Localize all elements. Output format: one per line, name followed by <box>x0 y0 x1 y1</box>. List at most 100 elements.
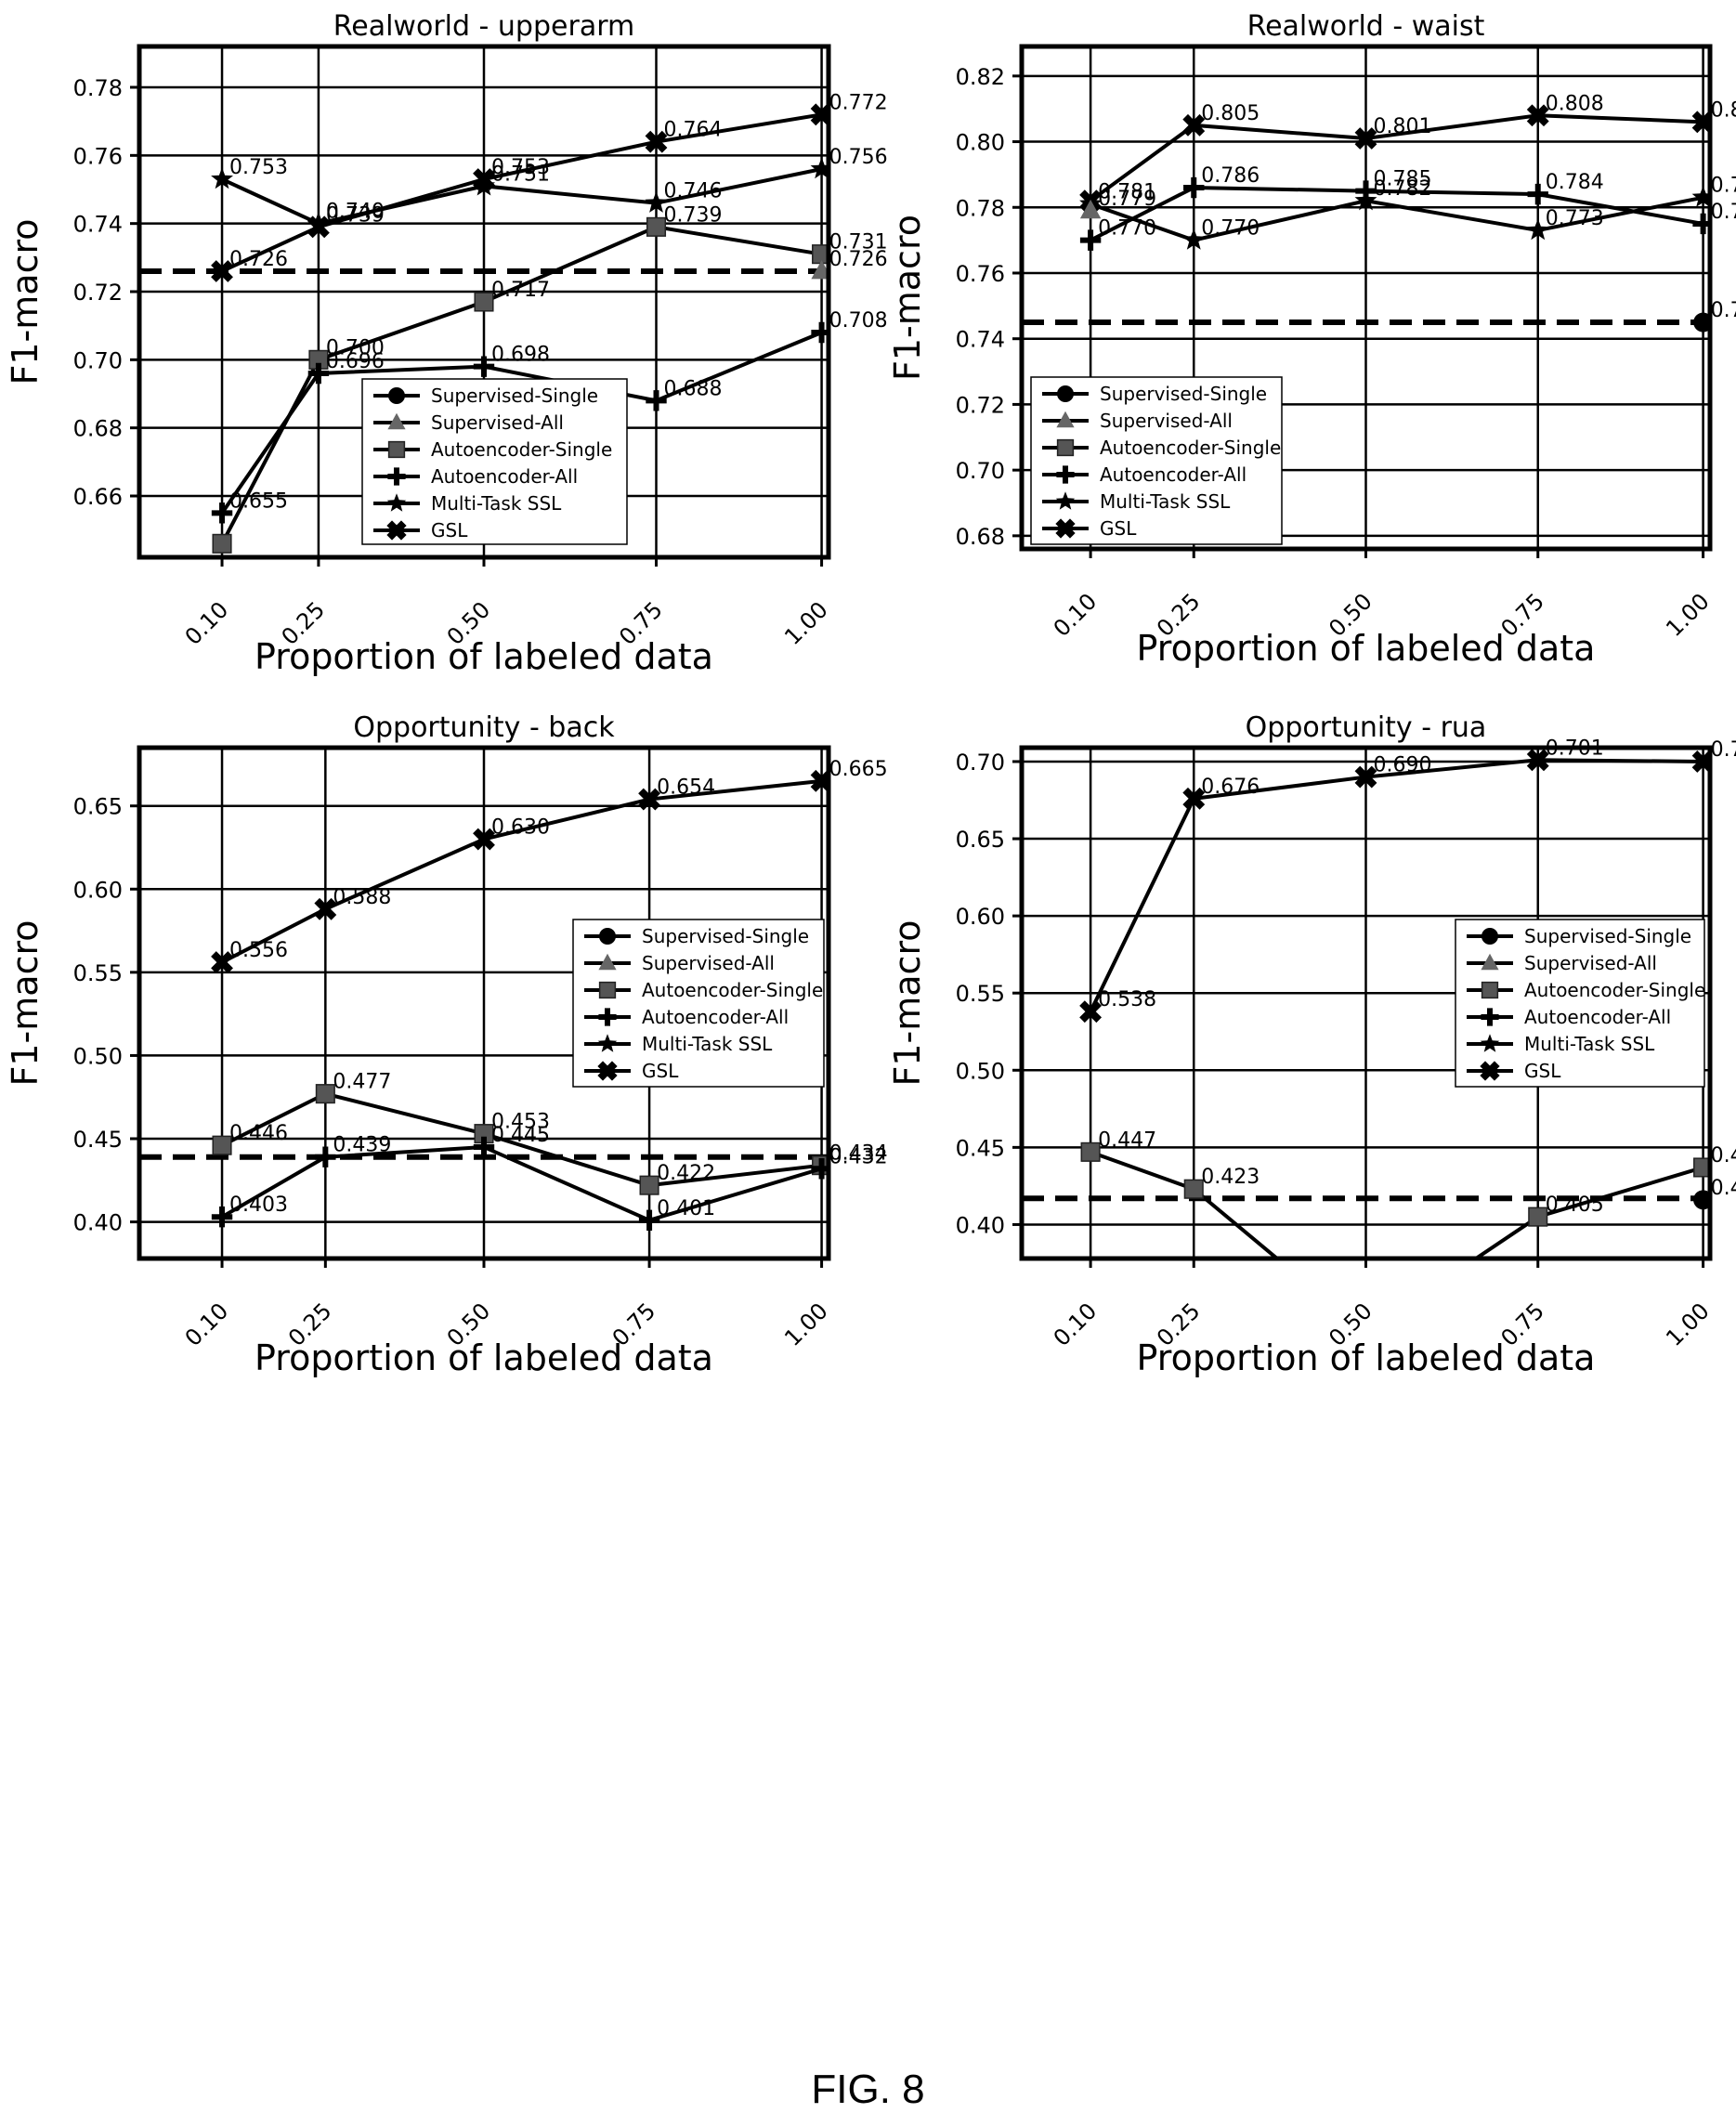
legend: Supervised-Single Supervised-All Autoencod… <box>1455 919 1705 1088</box>
y-tick-label: 0.66 <box>73 484 123 510</box>
x-tick-label: 0.10 <box>1049 1298 1103 1351</box>
legend-box <box>1030 376 1283 545</box>
data-label: 0.785 <box>1374 168 1432 191</box>
data-label: 0.630 <box>491 816 550 840</box>
data-point <box>638 1209 660 1231</box>
plot-frame <box>1019 745 1713 1261</box>
data-label: 0.422 <box>657 1162 715 1185</box>
data-label: 0.538 <box>1098 988 1156 1011</box>
legend-marker <box>597 1034 618 1052</box>
legend-label: Autoencoder-All <box>1524 1006 1671 1028</box>
data-label: 0.453 <box>491 1111 550 1134</box>
x-axis-label: Proportion of labeled data <box>1137 1337 1596 1378</box>
data-label: 0.588 <box>333 886 391 909</box>
y-tick-label: 0.72 <box>73 280 123 306</box>
y-tick-label: 0.40 <box>956 1212 1005 1238</box>
legend: Supervised-Single Supervised-All Autoencod… <box>361 378 628 545</box>
data-label: 0.434 <box>829 1142 888 1166</box>
data-point <box>473 168 495 190</box>
data-label: 0.665 <box>829 758 888 781</box>
series-line <box>1090 195 1703 242</box>
y-tick-label: 0.82 <box>956 64 1005 90</box>
data-point <box>315 1084 335 1104</box>
data-point <box>473 1136 495 1158</box>
chart-panel-2: 0.680.700.720.740.760.780.800.820.10 0.25… <box>887 10 1736 669</box>
y-tick-label: 0.45 <box>73 1127 123 1153</box>
data-label: 0.740 <box>326 201 385 224</box>
legend-marker <box>1480 1034 1500 1052</box>
data-label: 0.781 <box>1098 181 1156 204</box>
data-point <box>1079 199 1102 219</box>
y-axis-label: F1-macro <box>887 215 928 381</box>
data-point <box>1079 1000 1103 1024</box>
data-point <box>1079 229 1102 251</box>
data-label: 0.770 <box>1201 217 1260 241</box>
data-point <box>1527 183 1548 205</box>
x-tick-label: 0.10 <box>1049 588 1103 642</box>
data-point <box>211 167 233 189</box>
data-label: 0.764 <box>664 119 723 142</box>
x-axis-label: Proportion of labeled data <box>255 636 713 677</box>
x-tick-label: 1.00 <box>1661 1298 1715 1351</box>
x-tick-label: 1.00 <box>779 1298 833 1351</box>
legend-label: Autoencoder-All <box>1100 463 1247 486</box>
data-point <box>473 174 495 196</box>
data-label: 0.751 <box>491 163 550 186</box>
legend-label: Supervised-Single <box>1524 925 1691 947</box>
data-label: 0.688 <box>664 377 723 400</box>
data-label: 0.806 <box>1711 98 1736 122</box>
legend-label: Autoencoder-Single <box>1100 437 1281 459</box>
data-label: 0.447 <box>1098 1128 1156 1152</box>
legend-marker <box>388 387 405 404</box>
data-point <box>1526 749 1549 772</box>
data-label: 0.739 <box>664 203 723 227</box>
legend-marker <box>1055 518 1076 539</box>
plot-frame <box>1019 44 1713 552</box>
data-label: 0.726 <box>229 248 288 271</box>
y-tick-label: 0.50 <box>956 1058 1005 1084</box>
data-label: 0.717 <box>491 279 550 302</box>
data-point <box>211 502 233 524</box>
data-point <box>645 130 668 153</box>
legend-marker <box>599 928 616 945</box>
data-label: 0.676 <box>1201 776 1260 799</box>
data-label: 0.753 <box>229 156 288 179</box>
data-point <box>474 292 494 312</box>
data-label: 0.405 <box>1546 1193 1604 1217</box>
y-axis-label: F1-macro <box>887 920 928 1087</box>
legend-marker <box>1481 953 1499 971</box>
y-tick-label: 0.50 <box>73 1043 123 1069</box>
data-point <box>1354 127 1377 150</box>
data-label: 0.696 <box>326 350 385 373</box>
data-label: 0.808 <box>1546 92 1604 115</box>
data-label: 0.731 <box>829 231 888 254</box>
legend-marker <box>1056 438 1075 457</box>
y-tick-label: 0.76 <box>956 261 1005 287</box>
y-tick-label: 0.76 <box>73 143 123 169</box>
data-label: 0.700 <box>1711 738 1736 762</box>
data-point <box>211 1206 233 1228</box>
legend-marker <box>1481 981 1499 999</box>
legend-label: GSL <box>1100 517 1137 540</box>
legend-marker <box>1055 491 1076 510</box>
y-tick-label: 0.55 <box>956 981 1005 1007</box>
legend-label: Autoencoder-Single <box>642 979 823 1001</box>
legend-label: GSL <box>642 1060 679 1082</box>
y-tick-label: 0.60 <box>956 904 1005 930</box>
figure-caption: FIG. 8 <box>811 2067 925 2112</box>
y-tick-label: 0.74 <box>956 327 1005 353</box>
legend-label: Autoencoder-All <box>642 1006 789 1028</box>
legend-marker <box>386 520 407 541</box>
data-label: 0.801 <box>1374 115 1432 138</box>
y-tick-label: 0.78 <box>73 75 123 101</box>
data-point <box>646 216 667 237</box>
data-label: 0.403 <box>229 1193 288 1217</box>
legend-label: Supervised-All <box>1100 410 1233 432</box>
data-label: 0.416 <box>1711 1177 1736 1200</box>
series-group <box>211 769 829 1231</box>
y-tick-label: 0.60 <box>73 877 123 903</box>
y-tick-label: 0.70 <box>956 458 1005 484</box>
data-point <box>212 533 232 554</box>
data-label: 0.756 <box>829 146 888 169</box>
data-point <box>1528 1206 1548 1227</box>
